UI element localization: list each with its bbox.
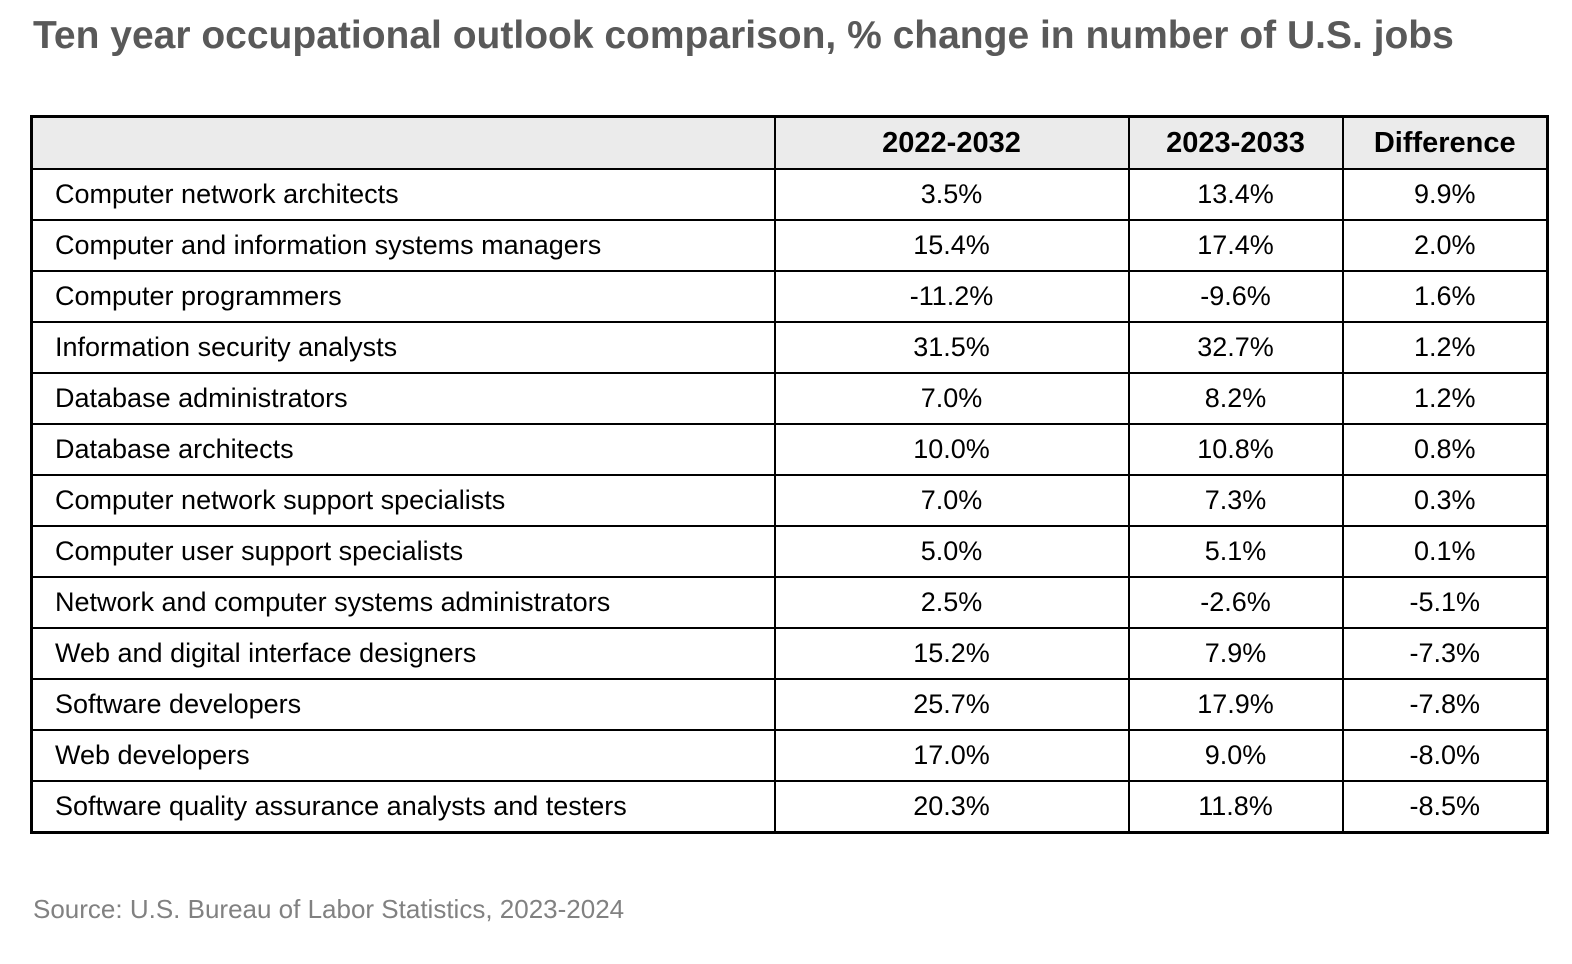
table-row: Computer network support specialists 7.0%… — [30, 474, 1549, 527]
value-2022-2032-cell: 7.0% — [773, 474, 1130, 527]
source-note: Source: U.S. Bureau of Labor Statistics,… — [33, 894, 625, 924]
table-row: Web and digital interface designers 15.2%… — [30, 627, 1549, 680]
table-row: Software quality assurance analysts and … — [30, 780, 1549, 834]
value-2022-2032-cell: 25.7% — [773, 678, 1130, 731]
page-title: Ten year occupational outlook comparison… — [33, 14, 1454, 57]
occupation-cell: Computer user support specialists — [30, 525, 776, 578]
occupation-cell: Web developers — [30, 729, 776, 782]
difference-cell: 1.2% — [1341, 372, 1549, 425]
column-header-difference: Difference — [1341, 115, 1549, 170]
difference-cell: -7.8% — [1341, 678, 1549, 731]
occupational-outlook-table: 2022-2032 2023-2033 Difference Computer … — [30, 115, 1549, 834]
table-header-row: 2022-2032 2023-2033 Difference — [30, 115, 1549, 170]
table-row: Computer user support specialists 5.0% 5.1… — [30, 525, 1549, 578]
column-header-occupation — [30, 115, 776, 170]
value-2022-2032-cell: 5.0% — [773, 525, 1130, 578]
occupation-cell: Information security analysts — [30, 321, 776, 374]
difference-cell: 0.1% — [1341, 525, 1549, 578]
table-row: Software developers 25.7% 17.9% -7.8% — [30, 678, 1549, 731]
occupation-cell: Database architects — [30, 423, 776, 476]
value-2022-2032-cell: -11.2% — [773, 270, 1130, 323]
table-row: Computer and information systems manager… — [30, 219, 1549, 272]
value-2022-2032-cell: 17.0% — [773, 729, 1130, 782]
occupation-cell: Computer programmers — [30, 270, 776, 323]
column-header-2023-2033: 2023-2033 — [1127, 115, 1344, 170]
value-2023-2033-cell: 32.7% — [1127, 321, 1344, 374]
difference-cell: 0.8% — [1341, 423, 1549, 476]
value-2022-2032-cell: 10.0% — [773, 423, 1130, 476]
value-2022-2032-cell: 3.5% — [773, 168, 1130, 221]
occupation-cell: Computer network architects — [30, 168, 776, 221]
difference-cell: 0.3% — [1341, 474, 1549, 527]
difference-cell: 2.0% — [1341, 219, 1549, 272]
value-2022-2032-cell: 15.2% — [773, 627, 1130, 680]
table-body: Computer network architects 3.5% 13.4% 9.9%… — [30, 168, 1549, 834]
column-header-2022-2032: 2022-2032 — [773, 115, 1130, 170]
difference-cell: 1.2% — [1341, 321, 1549, 374]
table-row: Database architects 10.0% 10.8% 0.8% — [30, 423, 1549, 476]
value-2023-2033-cell: -2.6% — [1127, 576, 1344, 629]
occupation-cell: Software developers — [30, 678, 776, 731]
table-row: Web developers 17.0% 9.0% -8.0% — [30, 729, 1549, 782]
value-2023-2033-cell: 8.2% — [1127, 372, 1344, 425]
table-row: Database administrators 7.0% 8.2% 1.2% — [30, 372, 1549, 425]
occupation-cell: Computer and information systems manager… — [30, 219, 776, 272]
value-2022-2032-cell: 15.4% — [773, 219, 1130, 272]
value-2023-2033-cell: 10.8% — [1127, 423, 1344, 476]
table-row: Computer network architects 3.5% 13.4% 9.9% — [30, 168, 1549, 221]
table-row: Information security analysts 31.5% 32.7% 1… — [30, 321, 1549, 374]
occupation-cell: Software quality assurance analysts and … — [30, 780, 776, 834]
difference-cell: -7.3% — [1341, 627, 1549, 680]
occupation-cell: Computer network support specialists — [30, 474, 776, 527]
value-2022-2032-cell: 2.5% — [773, 576, 1130, 629]
value-2023-2033-cell: 11.8% — [1127, 780, 1344, 834]
value-2023-2033-cell: 7.9% — [1127, 627, 1344, 680]
value-2023-2033-cell: 17.4% — [1127, 219, 1344, 272]
difference-cell: 9.9% — [1341, 168, 1549, 221]
occupation-cell: Database administrators — [30, 372, 776, 425]
value-2023-2033-cell: 9.0% — [1127, 729, 1344, 782]
value-2022-2032-cell: 7.0% — [773, 372, 1130, 425]
value-2023-2033-cell: 5.1% — [1127, 525, 1344, 578]
difference-cell: -5.1% — [1341, 576, 1549, 629]
occupation-cell: Network and computer systems administrat… — [30, 576, 776, 629]
table-row: Network and computer systems administrat… — [30, 576, 1549, 629]
difference-cell: -8.0% — [1341, 729, 1549, 782]
value-2023-2033-cell: -9.6% — [1127, 270, 1344, 323]
value-2022-2032-cell: 31.5% — [773, 321, 1130, 374]
difference-cell: -8.5% — [1341, 780, 1549, 834]
value-2023-2033-cell: 7.3% — [1127, 474, 1344, 527]
occupation-cell: Web and digital interface designers — [30, 627, 776, 680]
value-2022-2032-cell: 20.3% — [773, 780, 1130, 834]
value-2023-2033-cell: 13.4% — [1127, 168, 1344, 221]
table-row: Computer programmers -11.2% -9.6% 1.6% — [30, 270, 1549, 323]
difference-cell: 1.6% — [1341, 270, 1549, 323]
value-2023-2033-cell: 17.9% — [1127, 678, 1344, 731]
